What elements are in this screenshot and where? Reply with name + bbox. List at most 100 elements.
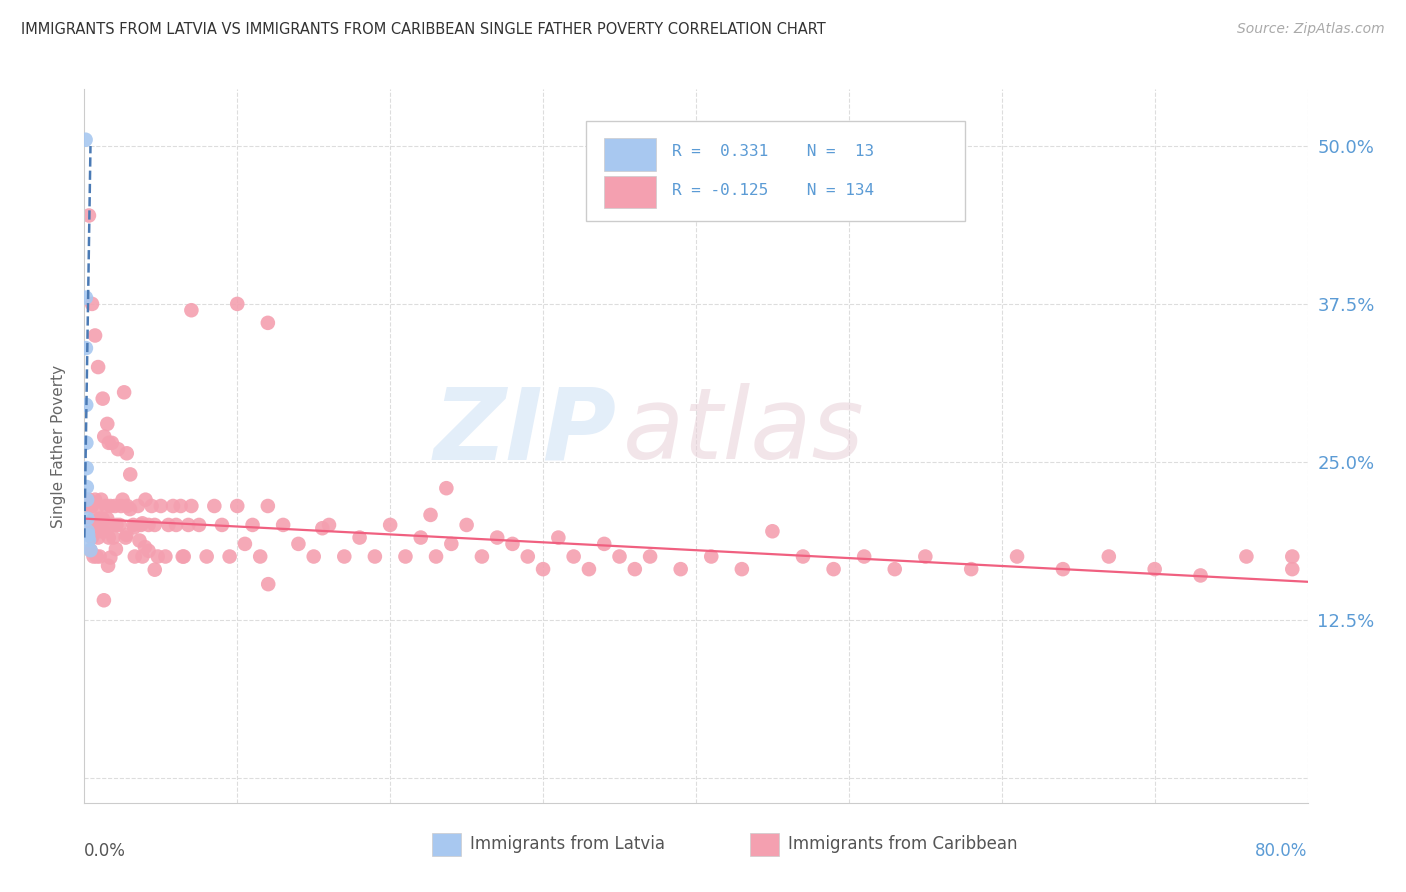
Point [82,516,104,530]
Point [1052,562,1074,576]
FancyBboxPatch shape [605,176,655,209]
Point [177,517,200,532]
Point [141,499,163,513]
Point [1189,568,1212,582]
Point [883,562,905,576]
Point [138,517,160,532]
Point [79,543,101,558]
Point [170,499,193,513]
Point [180,303,202,318]
Point [120,467,142,482]
Point [86,518,108,533]
Point [531,562,554,576]
Point [75,398,97,412]
Point [96,511,118,525]
Point [409,531,432,545]
Point [394,549,416,564]
Point [419,508,441,522]
Text: R =  0.331    N =  13: R = 0.331 N = 13 [672,145,873,160]
Point [94,499,117,513]
Point [202,499,225,513]
Point [593,537,616,551]
Point [93,524,115,539]
Text: ZIP: ZIP [433,384,616,480]
Point [127,499,149,513]
Text: IMMIGRANTS FROM LATVIA VS IMMIGRANTS FROM CARIBBEAN SINGLE FATHER POVERTY CORREL: IMMIGRANTS FROM LATVIA VS IMMIGRANTS FRO… [21,22,825,37]
Point [257,316,280,330]
Point [1005,549,1028,564]
Point [960,562,983,576]
Point [79,517,101,532]
Point [76,461,98,475]
Point [257,577,280,591]
Point [609,549,631,564]
Point [111,492,134,507]
FancyBboxPatch shape [586,121,965,221]
Point [118,502,141,516]
Text: 0.0%: 0.0% [84,842,127,860]
Point [486,531,509,545]
Point [90,524,112,539]
Point [257,499,280,513]
Point [110,499,132,513]
Point [97,435,120,450]
Point [76,499,98,513]
Point [578,562,600,576]
Text: Source: ZipAtlas.com: Source: ZipAtlas.com [1237,22,1385,37]
Point [134,540,156,554]
Point [311,521,333,535]
Point [87,531,110,545]
Point [188,517,211,532]
Point [83,549,105,564]
Point [86,517,108,532]
Point [77,209,100,223]
Y-axis label: Single Father Poverty: Single Father Poverty [51,365,66,527]
Point [107,442,129,457]
Point [624,562,647,576]
Point [112,385,135,400]
Point [914,549,936,564]
Text: 80.0%: 80.0% [1256,842,1308,860]
Point [80,499,103,513]
Text: Immigrants from Caribbean: Immigrants from Caribbean [787,835,1017,853]
Point [80,531,103,545]
Point [76,492,98,507]
Point [1236,549,1258,564]
FancyBboxPatch shape [605,137,655,170]
Point [1281,562,1303,576]
Point [93,593,115,607]
Point [1098,549,1121,564]
Point [77,524,100,539]
Point [128,533,150,548]
Point [271,517,294,532]
Point [77,533,100,547]
Point [101,435,124,450]
Point [425,549,447,564]
FancyBboxPatch shape [749,833,779,855]
Point [98,499,121,513]
Point [669,562,692,576]
Point [218,549,240,564]
Point [124,549,146,564]
Point [75,133,97,147]
Point [77,528,100,542]
Point [93,429,115,443]
Point [157,517,180,532]
Point [115,528,138,542]
Point [195,549,218,564]
Point [853,549,876,564]
Point [104,541,127,556]
Point [434,481,457,495]
Point [364,549,387,564]
Point [89,511,111,525]
Point [79,543,101,558]
Point [75,341,97,355]
FancyBboxPatch shape [432,833,461,855]
Point [80,297,103,311]
Point [547,531,569,545]
Text: Immigrants from Latvia: Immigrants from Latvia [470,835,665,853]
Point [84,524,107,539]
Point [162,499,184,513]
Point [249,549,271,564]
Point [172,549,194,564]
